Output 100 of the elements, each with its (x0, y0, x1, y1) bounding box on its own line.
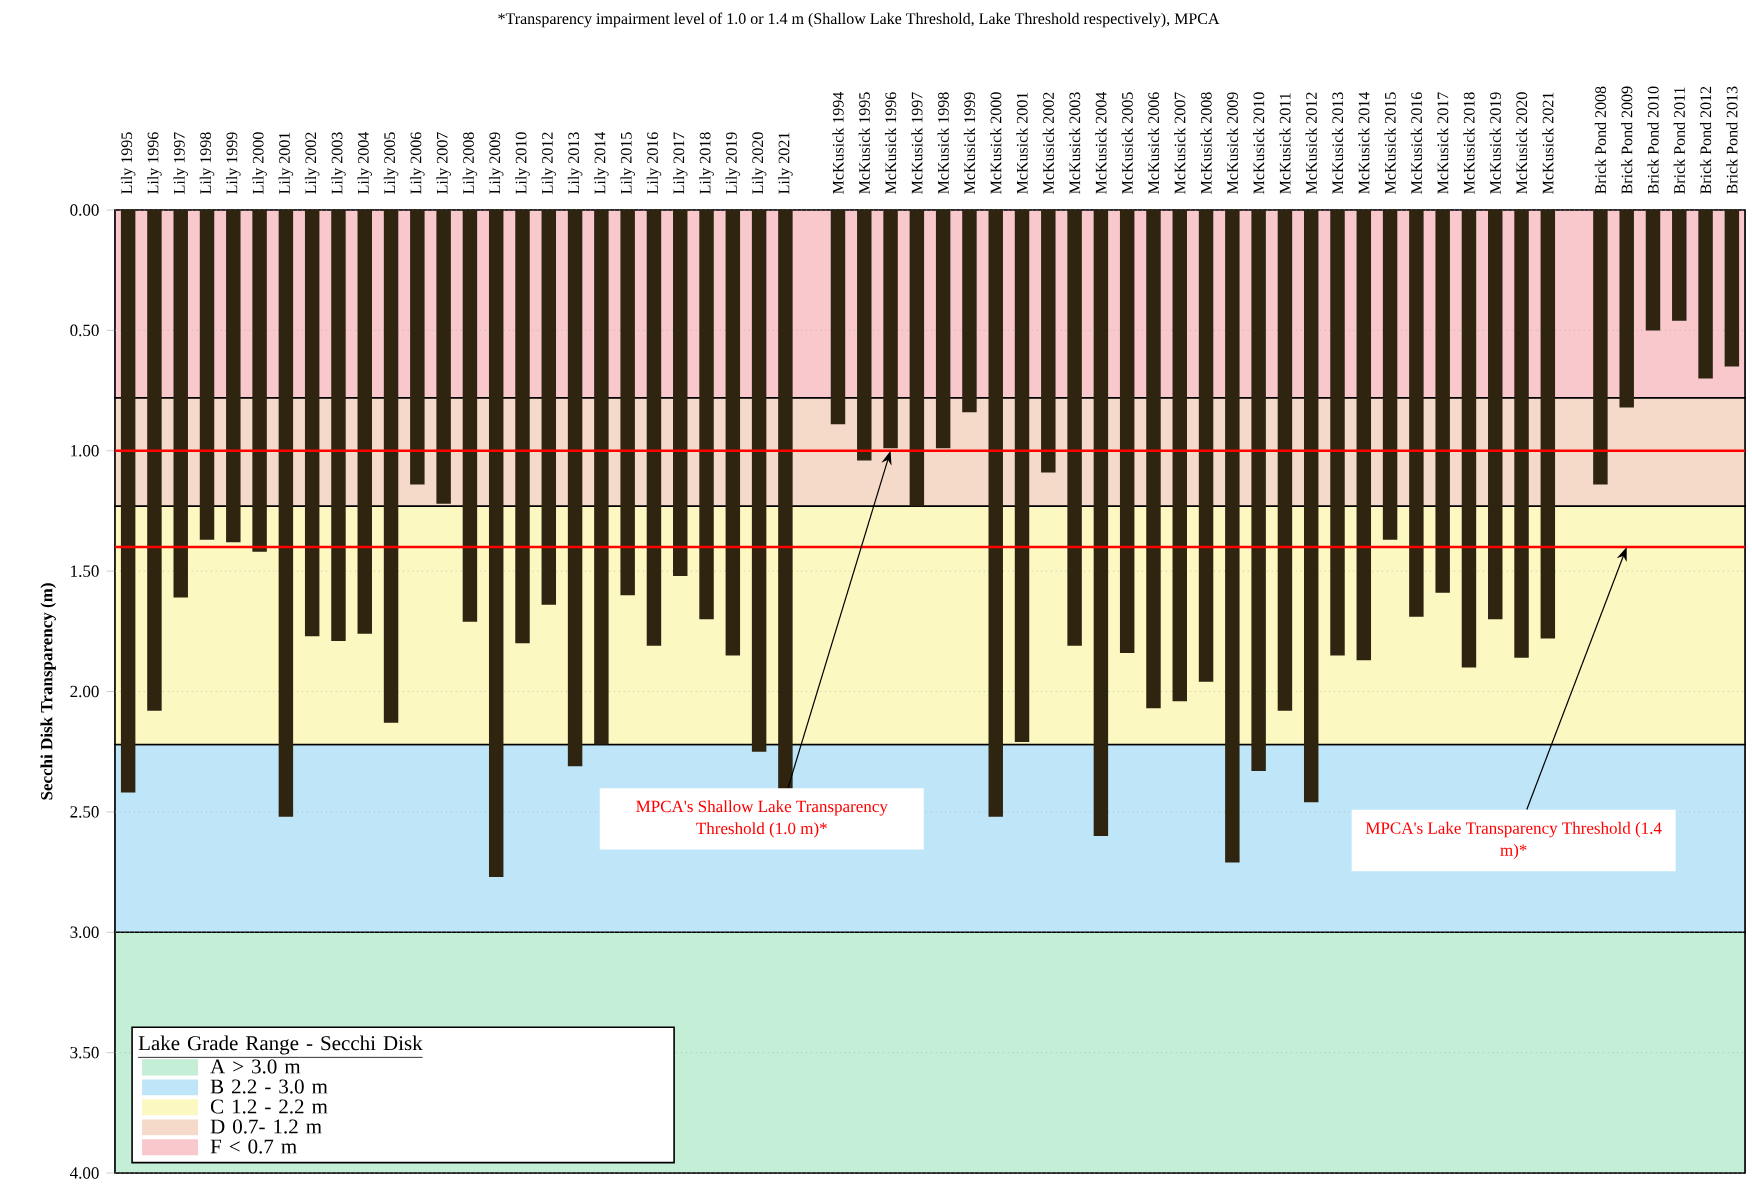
bar (1645, 210, 1661, 331)
x-tick-label: Lily 2018 (699, 132, 714, 194)
x-tick-label: McKusick 2017 (1437, 92, 1449, 194)
x-tick-label: McKusick 1999 (963, 92, 976, 194)
y-tick-label: 2.50 (70, 806, 99, 818)
x-tick-label: Lily 1997 (173, 132, 188, 194)
bar (751, 210, 767, 752)
bar (699, 210, 714, 620)
x-tick-label: Lily 2010 (515, 132, 530, 194)
legend-label: D 0.7- 1.2 m (210, 1119, 322, 1134)
x-tick-label: McKusick 2001 (1016, 92, 1028, 194)
x-tick-label: Brick Pond 2009 (1621, 86, 1633, 194)
x-tick-label: Lily 2003 (331, 132, 346, 194)
x-tick-label: McKusick 2021 (1542, 92, 1554, 194)
bar (252, 210, 267, 552)
bar (436, 210, 451, 504)
x-tick-label: McKusick 2018 (1463, 92, 1475, 194)
y-axis-title: Secchi Disk Transparency (m) (40, 583, 56, 800)
bar (1724, 210, 1740, 367)
bar (962, 210, 977, 413)
legend-title: Lake Grade Range - Secchi Disk (138, 1035, 423, 1055)
x-tick-label: Lily 2004 (357, 131, 373, 194)
bar (646, 210, 662, 646)
bar (1067, 210, 1082, 646)
bar (1409, 210, 1424, 617)
bar (857, 210, 872, 461)
bar (331, 210, 346, 641)
bar (1146, 210, 1161, 709)
x-tick-label: McKusick 2009 (1226, 92, 1238, 194)
bar (620, 210, 635, 596)
x-tick-label: McKusick 2004 (1095, 92, 1107, 194)
bar (1198, 210, 1214, 682)
x-tick-label: Lily 1996 (147, 132, 162, 194)
legend-label: B 2.2 - 3.0 m (210, 1079, 328, 1094)
y-tick-label: 1.00 (71, 444, 99, 457)
x-tick-label: Lily 1999 (226, 132, 241, 194)
y-tick-label: 4.00 (69, 1167, 99, 1179)
bar (909, 210, 925, 507)
bar (567, 210, 583, 767)
bar (199, 210, 215, 540)
bar (1488, 210, 1503, 620)
x-tick-label: McKusick 2005 (1121, 92, 1133, 194)
x-tick-label: Lily 2019 (725, 132, 741, 194)
x-tick-label: Lily 2000 (252, 132, 267, 194)
x-tick-label: McKusick 1994 (832, 92, 844, 194)
bar (147, 210, 162, 711)
x-tick-label: Lily 2016 (646, 132, 662, 194)
legend-label: F < 0.7 m (210, 1139, 297, 1154)
bar (1382, 210, 1398, 540)
bar (725, 210, 741, 656)
x-tick-label: Lily 1998 (199, 132, 215, 194)
bar (594, 210, 609, 745)
x-tick-label: McKusick 2007 (1174, 92, 1186, 194)
x-tick-label: McKusick 2011 (1279, 93, 1291, 194)
x-tick-label: Lily 2017 (672, 132, 688, 194)
x-tick-label: Lily 2002 (304, 132, 320, 194)
x-tick-label: McKusick 2015 (1384, 92, 1396, 194)
x-tick-label: McKusick 2003 (1068, 92, 1081, 194)
bar (410, 210, 425, 485)
x-tick-label: Lily 2006 (410, 132, 425, 194)
bar (1356, 210, 1372, 661)
y-tick-label: 1.50 (71, 565, 99, 577)
x-tick-label: Lily 2001 (278, 132, 294, 194)
x-tick-label: McKusick 1996 (884, 92, 897, 194)
x-tick-label: Lily 2012 (541, 132, 557, 194)
bar (673, 210, 688, 576)
x-tick-label: McKusick 2000 (990, 92, 1002, 194)
x-tick-label: Lily 2014 (594, 131, 609, 194)
x-tick-label: McKusick 2012 (1305, 92, 1317, 194)
y-tick-label: 3.00 (70, 926, 99, 939)
bar (1514, 210, 1529, 658)
bar (383, 210, 399, 723)
bar (778, 210, 793, 791)
legend-label: C 1.2 - 2.2 m (210, 1099, 328, 1114)
x-tick-label: Lily 2021 (778, 132, 793, 194)
annotation: MPCA's Shallow Lake Transparency Threshold (1.0 m)* (636, 800, 888, 838)
annotation: MPCA's Lake Transparency Threshold (1.4 m)* (1365, 821, 1662, 860)
x-tick-label: Lily 2005 (383, 132, 399, 194)
bar (462, 210, 478, 622)
x-tick-label: Lily 2020 (751, 132, 767, 194)
band-label: A > 3.0 m (210, 1059, 301, 1074)
bar (1014, 210, 1030, 743)
x-tick-label: Lily 1995 (120, 132, 136, 194)
bar (1461, 210, 1477, 668)
bar (488, 210, 504, 877)
x-tick-label: McKusick 2002 (1042, 92, 1054, 194)
bar (304, 210, 320, 637)
x-tick-label: Brick Pond 2013 (1726, 86, 1738, 194)
bar (1041, 210, 1056, 473)
bar (278, 210, 294, 817)
x-tick-label: McKusick 2008 (1200, 92, 1212, 194)
x-tick-label: McKusick 2016 (1410, 92, 1423, 194)
bar (1277, 210, 1293, 711)
bar (1540, 210, 1556, 639)
x-tick-label: Lily 2013 (567, 132, 583, 194)
x-tick-label: McKusick 1998 (937, 92, 949, 194)
bar (935, 210, 951, 449)
bar (541, 210, 557, 605)
bar (357, 210, 372, 634)
bar (830, 210, 846, 425)
